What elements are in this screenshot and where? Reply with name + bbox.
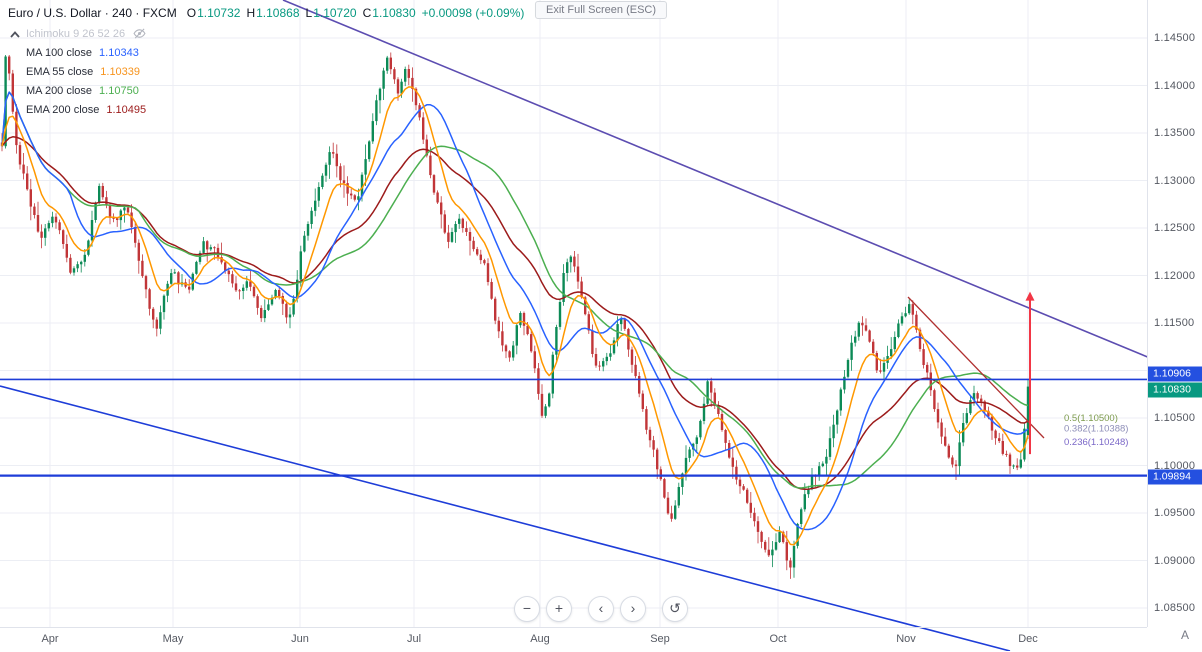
ohlc-values: O1.10732 H1.10868 L1.10720 C1.10830 — [181, 6, 416, 20]
indicator-value: 1.10495 — [106, 103, 147, 116]
visibility-eye-off-icon[interactable] — [133, 27, 146, 40]
chart-nav-controls: − + ‹ › ↺ — [511, 596, 691, 622]
legend-row-ema200[interactable]: EMA 200 close 1.10495 — [26, 100, 146, 119]
price-change: +0.00098 (+0.09%) — [421, 6, 525, 20]
price-tick: 1.09500 — [1154, 507, 1196, 519]
time-axis-label: Apr — [41, 633, 59, 645]
time-axis-label: Jul — [406, 633, 422, 645]
indicator-title: MA 200 close — [26, 84, 93, 97]
indicator-title: EMA 200 close — [26, 103, 100, 116]
reset-chart-button[interactable]: ↺ — [662, 596, 688, 622]
ma-line-ma200 — [1, 91, 1029, 489]
descending-upper-trendline[interactable] — [282, 0, 1150, 359]
price-tick: 1.12500 — [1154, 222, 1196, 234]
price-tick: 1.14000 — [1154, 79, 1196, 92]
up-arrow-annotation[interactable] — [1025, 291, 1035, 455]
legend-row-ma100[interactable]: MA 100 close 1.10343 — [26, 43, 146, 62]
chart-plot-area[interactable]: 0.5(1.10500)0.382(1.10388) 0.236(1.10248) — [0, 0, 1150, 651]
exit-fullscreen-button[interactable]: Exit Full Screen (ESC) — [534, 1, 668, 19]
time-axis-label: Aug — [530, 633, 550, 645]
ma-line-ema200 — [1, 136, 1029, 490]
price-tick: 1.11500 — [1154, 317, 1195, 329]
price-axis-tag: 1.10906 — [1148, 366, 1202, 382]
price-tick: 1.14500 — [1154, 32, 1196, 44]
ohlc-o: O1.10732 — [186, 6, 241, 20]
short-term-resistance-trendline[interactable] — [907, 296, 1045, 439]
indicator-value: 1.10750 — [99, 84, 139, 97]
fib-level-label: 0.5(1.10500) — [1064, 413, 1118, 424]
legend-row-ichimoku[interactable]: Ichimoku 9 26 52 26 — [26, 24, 146, 43]
time-axis-label: Oct — [769, 633, 787, 645]
ohlc-h: H1.10868 — [246, 6, 300, 20]
price-tick: 1.13000 — [1154, 174, 1196, 187]
price-tick: 1.12000 — [1154, 269, 1196, 282]
descending-lower-trendline[interactable] — [0, 385, 1011, 651]
scroll-left-button[interactable]: ‹ — [588, 596, 614, 622]
candles-layer — [0, 52, 1030, 579]
time-axis-label: May — [162, 633, 184, 645]
price-tick: 1.09000 — [1154, 554, 1196, 567]
price-axis-tag: 1.09894 — [1148, 469, 1202, 485]
indicator-title: Ichimoku 9 26 52 26 — [26, 27, 126, 40]
zoom-out-button[interactable]: − — [514, 596, 540, 622]
fib-level-label: 0.382(1.10388) — [1064, 424, 1128, 435]
price-tick: 1.10000 — [1154, 459, 1196, 472]
time-axis[interactable]: Apr May Jun Jul Aug Sep Oct Nov Dec — [0, 627, 1147, 652]
indicator-legend-wrap: Ichimoku 9 26 52 26 MA 100 close 1.10343 EM… — [8, 24, 146, 119]
symbol-title: Euro / U.S. Dollar · 240 · FXCM — [8, 6, 177, 20]
time-axis-label: Nov — [896, 633, 916, 645]
legend-row-ema55[interactable]: EMA 55 close 1.10339 — [26, 62, 146, 81]
time-axis-label: Sep — [650, 633, 670, 645]
indicator-value: 1.10339 — [100, 65, 141, 78]
legend-row-ma200[interactable]: MA 200 close 1.10750 — [26, 81, 146, 100]
price-tick: 1.08500 — [1154, 602, 1196, 614]
indicator-title: EMA 55 close — [26, 65, 94, 78]
price-tick: 1.10500 — [1154, 412, 1196, 424]
fib-level-label: 0.236(1.10248) — [1064, 437, 1128, 448]
time-axis-label: Dec — [1018, 633, 1038, 645]
price-tick: 1.13500 — [1154, 127, 1196, 139]
price-axis[interactable]: 1.14500 1.14000 1.13500 1.13000 1.12500 1.120… — [1147, 0, 1202, 627]
legend-collapse-icon[interactable] — [8, 28, 22, 42]
price-axis-tag: 1.10830 — [1148, 382, 1202, 398]
indicator-legend: Ichimoku 9 26 52 26 MA 100 close 1.10343 EM… — [26, 24, 146, 119]
ohlc-c: C1.10830 — [362, 6, 416, 20]
grid-layer — [0, 0, 1147, 627]
ma-line-ma100 — [1, 91, 1029, 531]
ma-line-ema55 — [1, 86, 1029, 546]
indicator-title: MA 100 close — [26, 46, 93, 59]
indicator-value: 1.10343 — [99, 46, 139, 59]
symbol-header: Euro / U.S. Dollar · 240 · FXCM O1.10732 H… — [8, 6, 524, 20]
time-axis-label: Jun — [291, 633, 309, 645]
zoom-in-button[interactable]: + — [546, 596, 572, 622]
ohlc-l: L1.10720 — [305, 6, 357, 20]
scroll-right-button[interactable]: › — [620, 596, 646, 622]
auto-scale-button[interactable]: A — [1181, 628, 1190, 642]
